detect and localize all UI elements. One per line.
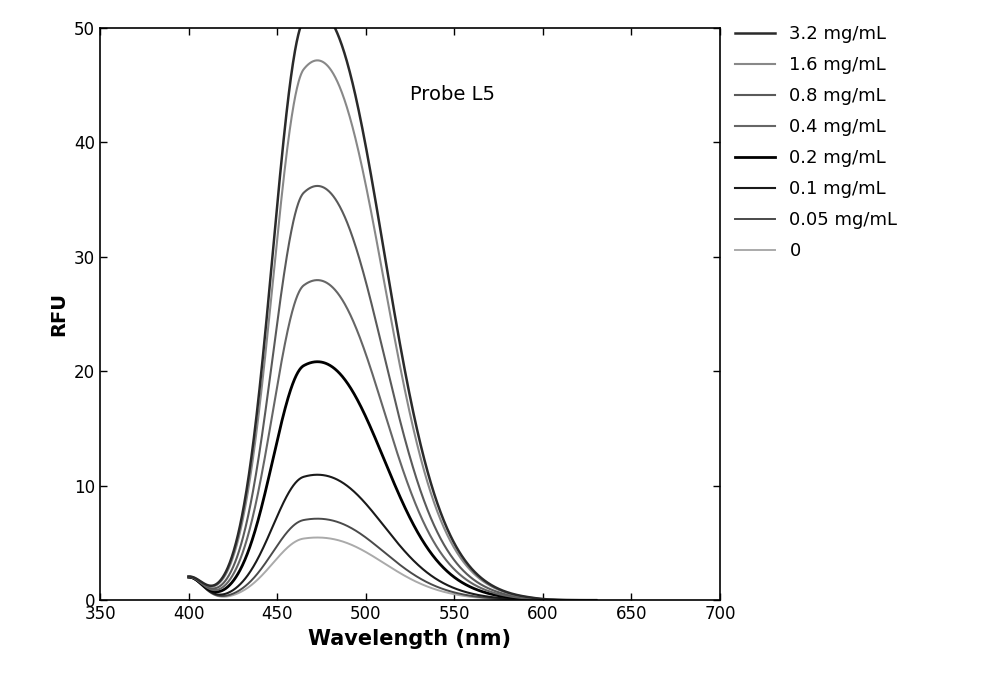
Line: 0.05 mg/mL: 0.05 mg/mL bbox=[189, 519, 596, 600]
3.2 mg/mL bbox=[183, 573, 195, 581]
3.2 mg/mL bbox=[501, 588, 513, 596]
0.1 mg/mL bbox=[311, 471, 323, 479]
Y-axis label: RFU: RFU bbox=[49, 292, 68, 336]
0.2 mg/mL bbox=[224, 580, 236, 589]
3.2 mg/mL bbox=[311, 6, 323, 14]
0 bbox=[501, 595, 513, 604]
0.4 mg/mL bbox=[501, 592, 513, 600]
0 bbox=[224, 592, 236, 600]
Line: 0.1 mg/mL: 0.1 mg/mL bbox=[189, 475, 596, 600]
Line: 0: 0 bbox=[189, 538, 596, 600]
1.6 mg/mL bbox=[590, 596, 602, 604]
0.8 mg/mL bbox=[224, 569, 236, 578]
0.2 mg/mL bbox=[311, 357, 323, 366]
0 bbox=[508, 595, 520, 604]
0.4 mg/mL bbox=[463, 577, 475, 585]
0.05 mg/mL bbox=[508, 595, 520, 604]
3.2 mg/mL bbox=[463, 561, 475, 569]
0.1 mg/mL bbox=[590, 596, 602, 604]
0.4 mg/mL bbox=[311, 276, 323, 284]
0 bbox=[590, 596, 602, 604]
0.2 mg/mL bbox=[501, 593, 513, 601]
0.2 mg/mL bbox=[362, 418, 374, 426]
3.2 mg/mL bbox=[508, 590, 520, 598]
3.2 mg/mL bbox=[362, 157, 374, 165]
Text: Probe L5: Probe L5 bbox=[410, 85, 495, 104]
0.2 mg/mL bbox=[463, 582, 475, 591]
0.2 mg/mL bbox=[508, 593, 520, 602]
0.4 mg/mL bbox=[362, 357, 374, 366]
0 bbox=[311, 533, 323, 542]
0.8 mg/mL bbox=[183, 573, 195, 581]
0.05 mg/mL bbox=[348, 525, 360, 533]
0.05 mg/mL bbox=[590, 596, 602, 604]
0.05 mg/mL bbox=[224, 591, 236, 599]
0.8 mg/mL bbox=[501, 591, 513, 599]
Line: 3.2 mg/mL: 3.2 mg/mL bbox=[189, 10, 596, 600]
0.05 mg/mL bbox=[362, 535, 374, 544]
Line: 0.8 mg/mL: 0.8 mg/mL bbox=[189, 186, 596, 600]
0.2 mg/mL bbox=[348, 389, 360, 397]
1.6 mg/mL bbox=[508, 591, 520, 599]
0.2 mg/mL bbox=[590, 596, 602, 604]
0 bbox=[183, 573, 195, 582]
0.05 mg/mL bbox=[183, 573, 195, 582]
1.6 mg/mL bbox=[311, 56, 323, 64]
0.4 mg/mL bbox=[183, 573, 195, 581]
0.8 mg/mL bbox=[348, 237, 360, 245]
1.6 mg/mL bbox=[362, 194, 374, 202]
1.6 mg/mL bbox=[463, 564, 475, 573]
0.05 mg/mL bbox=[501, 595, 513, 603]
0.8 mg/mL bbox=[508, 592, 520, 600]
3.2 mg/mL bbox=[590, 596, 602, 604]
0.05 mg/mL bbox=[311, 515, 323, 523]
0.4 mg/mL bbox=[508, 593, 520, 601]
0.8 mg/mL bbox=[590, 596, 602, 604]
0.05 mg/mL bbox=[463, 591, 475, 600]
0.1 mg/mL bbox=[224, 588, 236, 596]
0 bbox=[348, 542, 360, 550]
1.6 mg/mL bbox=[224, 561, 236, 569]
0.1 mg/mL bbox=[463, 589, 475, 597]
0.1 mg/mL bbox=[508, 595, 520, 603]
0.1 mg/mL bbox=[501, 594, 513, 602]
0.1 mg/mL bbox=[362, 502, 374, 511]
3.2 mg/mL bbox=[348, 84, 360, 92]
Line: 0.4 mg/mL: 0.4 mg/mL bbox=[189, 280, 596, 600]
Line: 1.6 mg/mL: 1.6 mg/mL bbox=[189, 60, 596, 600]
3.2 mg/mL bbox=[224, 558, 236, 566]
0.4 mg/mL bbox=[348, 318, 360, 326]
X-axis label: Wavelength (nm): Wavelength (nm) bbox=[308, 629, 512, 649]
0.8 mg/mL bbox=[362, 288, 374, 296]
0.2 mg/mL bbox=[183, 573, 195, 581]
0.8 mg/mL bbox=[311, 181, 323, 190]
0.4 mg/mL bbox=[590, 596, 602, 604]
0.1 mg/mL bbox=[183, 573, 195, 582]
1.6 mg/mL bbox=[348, 128, 360, 136]
Legend: 3.2 mg/mL, 1.6 mg/mL, 0.8 mg/mL, 0.4 mg/mL, 0.2 mg/mL, 0.1 mg/mL, 0.05 mg/mL, 0: 3.2 mg/mL, 1.6 mg/mL, 0.8 mg/mL, 0.4 mg/… bbox=[735, 25, 897, 260]
0.1 mg/mL bbox=[348, 487, 360, 495]
1.6 mg/mL bbox=[501, 589, 513, 597]
Line: 0.2 mg/mL: 0.2 mg/mL bbox=[189, 362, 596, 600]
0 bbox=[463, 593, 475, 601]
0 bbox=[362, 549, 374, 558]
0.4 mg/mL bbox=[224, 575, 236, 583]
1.6 mg/mL bbox=[183, 573, 195, 581]
0.8 mg/mL bbox=[463, 571, 475, 580]
